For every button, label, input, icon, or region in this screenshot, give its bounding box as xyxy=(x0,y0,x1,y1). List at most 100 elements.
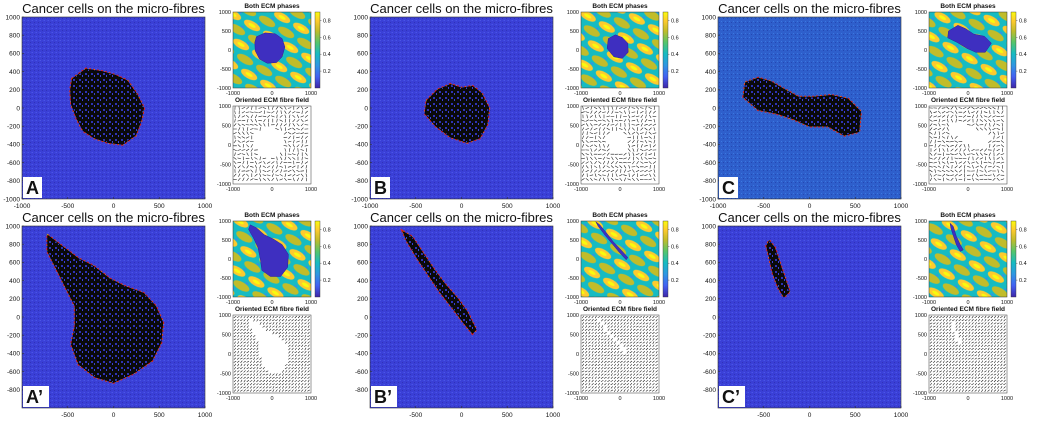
ecm-y-tick-label: 500 xyxy=(222,29,231,35)
colorbar-tick-label: 0.6 xyxy=(671,35,679,41)
fibre-y-tick-label: -500 xyxy=(916,372,927,378)
ecm-title: Both ECM phases xyxy=(244,3,300,10)
main-y-tick-label: 600 xyxy=(357,260,368,267)
tumour-cells xyxy=(743,77,862,136)
main-x-tick-label: -500 xyxy=(757,412,770,419)
colorbar-tick-label: 0.8 xyxy=(671,18,679,24)
main-y-tick-label: 1000 xyxy=(354,223,369,230)
fibre-x-tick-label: 1000 xyxy=(653,396,665,402)
fibre-y-tick-label: 1000 xyxy=(567,313,579,319)
tumour-cells xyxy=(766,240,790,298)
colorbar-tick-label: 0.6 xyxy=(323,35,331,41)
main-y-tick-label: -400 xyxy=(703,351,716,358)
fibre-y-tick-label: 500 xyxy=(918,333,927,339)
main-plot-title: Cancer cells on the micro-fibres xyxy=(370,1,553,16)
fibre-x-tick-label: 1000 xyxy=(305,187,317,193)
ecm-y-tick-label: 1000 xyxy=(915,10,927,16)
ecm-y-tick-label: -1000 xyxy=(913,295,927,301)
fibre-x-tick-label: -1000 xyxy=(922,187,936,193)
fibre-y-tick-label: -1000 xyxy=(217,391,231,397)
main-y-tick-label: -200 xyxy=(703,124,716,131)
main-y-tick-label: -600 xyxy=(703,369,716,376)
ecm-x-tick-label: 1000 xyxy=(653,91,665,97)
fibre-y-tick-label: -500 xyxy=(916,163,927,169)
panel-label-box xyxy=(719,177,738,198)
main-y-tick-label: -200 xyxy=(7,333,20,340)
main-x-tick-label: -500 xyxy=(757,203,770,210)
main-y-tick-label: -400 xyxy=(355,142,368,149)
main-x-tick-label: -1000 xyxy=(362,203,379,210)
fibre-field xyxy=(928,314,1008,394)
ecm-x-tick-label: -1000 xyxy=(922,91,936,97)
panel-2: Cancer cells on the micro-fibres -1000 -50… xyxy=(351,1,678,210)
fibre-x-tick-label: 1000 xyxy=(653,187,665,193)
main-y-tick-label: -800 xyxy=(355,387,368,394)
main-y-tick-label: -200 xyxy=(703,333,716,340)
ecm-map xyxy=(928,220,1008,298)
main-plot-title: Cancer cells on the micro-fibres xyxy=(22,210,205,225)
main-x-tick-label: 0 xyxy=(460,412,464,419)
fibre-y-tick-label: 0 xyxy=(576,352,579,358)
ecm-x-tick-label: 1000 xyxy=(305,300,317,306)
main-y-tick-label: -1000 xyxy=(699,196,716,203)
main-y-tick-label: 800 xyxy=(705,33,716,40)
main-y-tick-label: 400 xyxy=(705,69,716,76)
ecm-x-tick-label: 0 xyxy=(966,300,969,306)
fibre-strokes xyxy=(929,106,1005,182)
colorbar-tick-label: 0.4 xyxy=(323,261,331,267)
fibre-y-tick-label: 500 xyxy=(222,333,231,339)
fibre-x-tick-label: 1000 xyxy=(1001,187,1013,193)
fibre-y-tick-label: 1000 xyxy=(915,313,927,319)
ecm-cavity xyxy=(254,32,286,64)
colorbar-tick-label: 0.2 xyxy=(1019,278,1027,284)
main-y-tick-label: 800 xyxy=(9,242,20,249)
ecm-colorbar xyxy=(1010,220,1017,298)
ecm-x-tick-label: 0 xyxy=(618,300,621,306)
ecm-y-tick-label: 1000 xyxy=(567,219,579,225)
ecm-y-tick-label: -500 xyxy=(916,67,927,73)
fibre-strokes xyxy=(581,106,657,182)
fibre-title: Oriented ECM fibre field xyxy=(583,97,657,104)
fibre-y-tick-label: 1000 xyxy=(219,104,231,110)
main-x-tick-label: 1000 xyxy=(198,203,213,210)
ecm-colorbar xyxy=(1010,11,1017,89)
panel-3: Cancer cells on the micro-fibres -1000 -50… xyxy=(699,1,1026,210)
main-y-tick-label: -800 xyxy=(7,178,20,185)
colorbar-tick-label: 0.4 xyxy=(1019,261,1027,267)
panel-6: Cancer cells on the micro-fibres -500 0 500… xyxy=(702,210,1027,419)
tumour-cells xyxy=(47,234,164,383)
panel-label-text: B xyxy=(374,178,387,198)
ecm-title: Both ECM phases xyxy=(592,3,648,10)
fibre-x-tick-label: 0 xyxy=(966,187,969,193)
ecm-y-tick-label: 0 xyxy=(228,257,231,263)
ecm-cavity xyxy=(947,25,992,53)
ecm-y-tick-label: -1000 xyxy=(217,295,231,301)
main-y-tick-label: 600 xyxy=(9,260,20,267)
main-y-tick-label: -800 xyxy=(703,387,716,394)
ecm-title: Both ECM phases xyxy=(244,212,300,219)
ecm-colorbar xyxy=(662,220,669,298)
main-y-tick-label: 200 xyxy=(9,87,20,94)
panel-label: A’ xyxy=(23,386,49,407)
fibre-x-tick-label: 0 xyxy=(618,187,621,193)
fibre-y-tick-label: 500 xyxy=(222,124,231,130)
colorbar-tick-label: 0.4 xyxy=(671,261,679,267)
ecm-title: Both ECM phases xyxy=(940,3,996,10)
main-y-tick-label: -200 xyxy=(355,333,368,340)
panel-label-box xyxy=(371,386,397,407)
fibre-y-tick-label: 1000 xyxy=(915,104,927,110)
fibre-y-tick-label: -1000 xyxy=(913,391,927,397)
main-x-tick-label: 0 xyxy=(112,412,116,419)
fibre-y-tick-label: 0 xyxy=(228,143,231,149)
main-y-tick-label: -600 xyxy=(355,369,368,376)
main-x-tick-label: -500 xyxy=(409,412,422,419)
main-y-tick-label: 0 xyxy=(16,105,20,112)
fibre-x-tick-label: -1000 xyxy=(574,187,588,193)
fibre-field xyxy=(580,314,660,394)
fibre-y-tick-label: 500 xyxy=(570,124,579,130)
ecm-y-tick-label: 0 xyxy=(576,257,579,263)
panel-label-text: C’ xyxy=(722,387,740,407)
main-y-tick-label: -400 xyxy=(7,351,20,358)
main-y-tick-label: 0 xyxy=(16,314,20,321)
